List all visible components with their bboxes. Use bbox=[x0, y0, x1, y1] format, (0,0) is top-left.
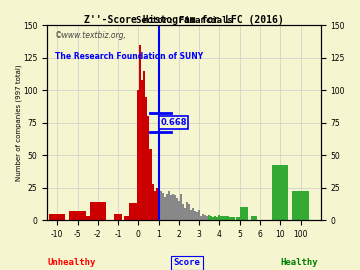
Bar bbox=[158, 197, 159, 220]
Bar bbox=[129, 203, 137, 220]
Bar bbox=[168, 191, 170, 220]
Bar bbox=[196, 212, 198, 220]
Bar bbox=[236, 217, 240, 220]
Text: The Research Foundation of SUNY: The Research Foundation of SUNY bbox=[55, 52, 203, 61]
Bar bbox=[216, 217, 219, 220]
Bar bbox=[178, 201, 180, 220]
Text: ©www.textbiz.org,: ©www.textbiz.org, bbox=[55, 31, 127, 40]
Bar bbox=[229, 217, 235, 220]
Bar bbox=[148, 116, 149, 220]
Bar bbox=[240, 207, 248, 220]
Bar bbox=[149, 148, 152, 220]
Title: Z''-Score Histogram for LFC (2016): Z''-Score Histogram for LFC (2016) bbox=[84, 15, 284, 25]
Bar bbox=[198, 210, 200, 220]
Bar bbox=[192, 208, 194, 220]
Bar bbox=[190, 210, 192, 220]
Bar bbox=[220, 216, 229, 220]
Bar bbox=[172, 194, 174, 220]
Bar bbox=[176, 198, 178, 220]
Bar bbox=[204, 215, 206, 220]
Bar bbox=[186, 202, 188, 220]
Bar bbox=[69, 211, 86, 220]
Bar bbox=[164, 197, 166, 220]
Bar bbox=[251, 216, 257, 220]
Bar bbox=[208, 215, 210, 220]
Bar bbox=[212, 217, 214, 220]
Bar bbox=[180, 194, 182, 220]
Bar bbox=[184, 208, 186, 220]
Bar bbox=[214, 216, 216, 220]
Bar bbox=[143, 70, 145, 220]
Y-axis label: Number of companies (997 total): Number of companies (997 total) bbox=[15, 64, 22, 181]
Bar bbox=[206, 216, 208, 220]
Bar bbox=[272, 166, 288, 220]
Bar bbox=[210, 216, 212, 220]
Bar bbox=[194, 211, 196, 220]
Bar bbox=[202, 214, 204, 220]
Bar bbox=[219, 215, 220, 220]
Bar bbox=[174, 195, 176, 220]
Bar bbox=[159, 191, 162, 220]
Bar bbox=[170, 195, 172, 220]
Bar bbox=[141, 80, 143, 220]
Bar bbox=[139, 45, 141, 220]
Text: Score: Score bbox=[174, 258, 201, 267]
Bar bbox=[162, 193, 164, 220]
Bar bbox=[292, 191, 309, 220]
Bar bbox=[84, 216, 92, 220]
Bar bbox=[153, 191, 156, 220]
Bar bbox=[182, 204, 184, 220]
Bar bbox=[166, 194, 168, 220]
Text: Healthy: Healthy bbox=[280, 258, 318, 267]
Bar bbox=[137, 90, 139, 220]
Bar bbox=[124, 216, 132, 220]
Bar bbox=[49, 214, 66, 220]
Bar bbox=[188, 204, 190, 220]
Text: Sector: Financials: Sector: Financials bbox=[136, 16, 232, 25]
Bar bbox=[114, 214, 122, 220]
Bar bbox=[156, 188, 158, 220]
Text: Unhealthy: Unhealthy bbox=[48, 258, 96, 267]
Bar bbox=[152, 184, 153, 220]
Bar bbox=[200, 216, 202, 220]
Bar bbox=[90, 202, 106, 220]
Bar bbox=[145, 97, 148, 220]
Text: 0.668: 0.668 bbox=[160, 118, 187, 127]
